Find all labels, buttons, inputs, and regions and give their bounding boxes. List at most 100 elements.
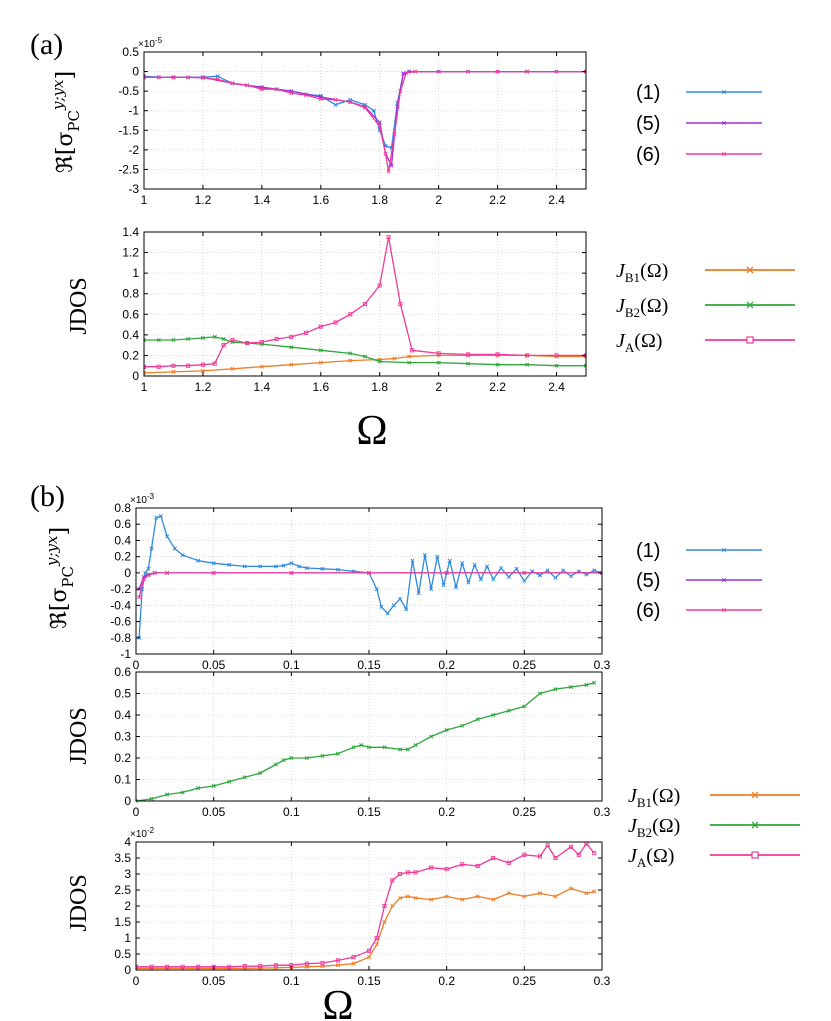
data-point bbox=[495, 352, 500, 357]
data-point bbox=[318, 360, 323, 365]
data-point bbox=[475, 894, 480, 899]
legend-marker bbox=[751, 791, 759, 799]
data-point bbox=[460, 862, 465, 867]
x-tick-label: 0.05 bbox=[202, 974, 226, 988]
x-tick-label: 1.6 bbox=[312, 380, 329, 394]
data-point bbox=[215, 74, 220, 79]
data-point bbox=[320, 566, 325, 571]
data-point bbox=[156, 364, 161, 369]
x-tick-label: 0.3 bbox=[594, 658, 611, 672]
x-tick-label: 0.05 bbox=[202, 805, 226, 819]
data-point bbox=[506, 860, 511, 865]
data-point bbox=[333, 97, 338, 102]
data-point bbox=[522, 852, 527, 857]
y-tick-label: 0.3 bbox=[114, 730, 131, 744]
series-line-1 bbox=[138, 515, 602, 638]
data-point bbox=[152, 570, 157, 575]
data-point bbox=[258, 770, 263, 776]
data-point bbox=[165, 792, 170, 797]
y-tick-label: 0.8 bbox=[122, 287, 139, 301]
data-point bbox=[584, 682, 589, 687]
data-point bbox=[592, 889, 597, 894]
data-point bbox=[289, 570, 294, 575]
data-point bbox=[404, 607, 409, 612]
data-point bbox=[348, 312, 353, 317]
data-point bbox=[242, 964, 247, 969]
ylabel-sigma-suffix: ] bbox=[53, 71, 78, 80]
data-point bbox=[568, 844, 573, 849]
y-tick-label: 1.2 bbox=[122, 246, 139, 260]
data-point bbox=[137, 595, 142, 600]
y-tick-label: 0 bbox=[124, 566, 131, 580]
x-tick-label: 0.25 bbox=[513, 658, 537, 672]
series-line-JA bbox=[144, 236, 586, 368]
data-point bbox=[444, 570, 449, 575]
data-point bbox=[405, 870, 410, 875]
data-point bbox=[545, 843, 550, 848]
axis-multiplier: ×10-3 bbox=[130, 492, 155, 506]
legend-marker bbox=[746, 301, 754, 309]
data-point bbox=[472, 562, 477, 567]
y-tick-label: 0.4 bbox=[122, 328, 139, 342]
legend-marker bbox=[746, 336, 754, 344]
data-point bbox=[304, 961, 309, 966]
data-point bbox=[537, 854, 542, 859]
data-point bbox=[592, 680, 597, 685]
xlabel-b: Ω bbox=[322, 983, 353, 1021]
xlabel-a: Ω bbox=[356, 408, 387, 454]
legend-marker bbox=[721, 151, 727, 157]
data-point bbox=[304, 565, 309, 571]
x-tick-label: 1.2 bbox=[195, 380, 212, 394]
data-point bbox=[422, 552, 427, 558]
y-tick-label: 4 bbox=[124, 835, 131, 849]
data-point bbox=[568, 886, 573, 891]
ylabel-sigma-prefix: ℜ[σ bbox=[53, 132, 78, 174]
data-point bbox=[391, 603, 396, 608]
legend-label: JA(Ω) bbox=[616, 330, 662, 355]
series-group bbox=[136, 680, 597, 803]
data-point bbox=[259, 87, 264, 92]
data-point bbox=[436, 351, 441, 356]
y-tick-label: 1 bbox=[124, 931, 131, 945]
data-point bbox=[180, 964, 185, 969]
x-tick-label: 0.3 bbox=[594, 974, 611, 988]
data-point bbox=[389, 163, 394, 168]
data-point bbox=[410, 558, 415, 563]
data-point bbox=[379, 604, 384, 610]
x-tick-label: 0.2 bbox=[438, 805, 455, 819]
x-tick-label: 0.1 bbox=[283, 658, 300, 672]
data-point bbox=[491, 855, 496, 861]
data-point bbox=[335, 567, 340, 572]
legend-label: JB2(Ω) bbox=[616, 295, 668, 320]
data-point bbox=[366, 745, 372, 750]
data-point bbox=[398, 871, 403, 877]
data-point bbox=[171, 369, 176, 374]
y-tick-label: -0.6 bbox=[110, 615, 131, 629]
data-point bbox=[180, 552, 185, 558]
svg-text:ℜ[σPCy;yx]: ℜ[σPCy;yx] bbox=[49, 71, 83, 173]
data-point bbox=[410, 348, 415, 353]
y-tick-label: -1 bbox=[120, 647, 131, 661]
data-point bbox=[460, 723, 465, 728]
x-tick-label: 1.8 bbox=[371, 380, 388, 394]
data-point bbox=[304, 93, 309, 98]
data-point bbox=[413, 895, 418, 901]
data-point bbox=[289, 345, 294, 350]
legend-marker bbox=[721, 547, 727, 553]
y-tick-label: 0 bbox=[124, 963, 131, 977]
data-point bbox=[466, 352, 471, 357]
data-point bbox=[171, 363, 176, 368]
x-tick-label: 0.05 bbox=[202, 658, 226, 672]
series-line-JA bbox=[136, 842, 595, 968]
data-point bbox=[436, 360, 441, 365]
y-tick-label: 0.6 bbox=[114, 517, 131, 531]
data-point bbox=[407, 354, 412, 359]
y-tick-label: 1.4 bbox=[122, 225, 139, 239]
data-point bbox=[584, 891, 589, 896]
y-tick-label: 0.5 bbox=[122, 45, 139, 59]
data-point bbox=[186, 363, 191, 368]
legend-b-sigma: (1) (5) (6) bbox=[636, 540, 762, 622]
y-tick-label: 1.5 bbox=[114, 915, 131, 929]
data-point bbox=[390, 903, 395, 909]
y-tick-label: -3 bbox=[128, 182, 139, 196]
